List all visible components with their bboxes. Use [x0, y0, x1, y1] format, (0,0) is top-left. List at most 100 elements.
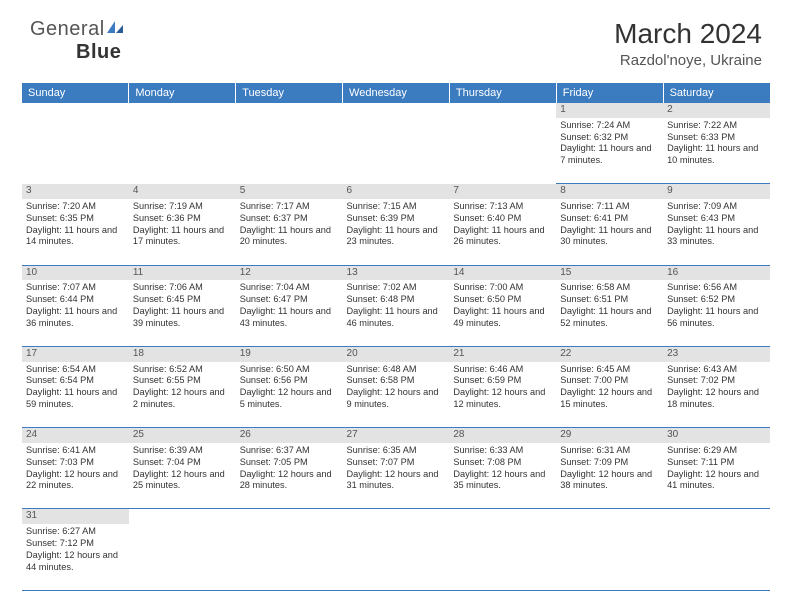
day-number-cell — [449, 103, 556, 118]
day-cell: Sunrise: 6:43 AMSunset: 7:02 PMDaylight:… — [663, 362, 770, 428]
day-number-cell: 29 — [556, 428, 663, 443]
daylight-line: Daylight: 11 hours and 43 minutes. — [240, 306, 339, 330]
day-number-cell: 9 — [663, 184, 770, 199]
daynum-row: 12 — [22, 103, 770, 118]
daylight-line: Daylight: 12 hours and 22 minutes. — [26, 469, 125, 493]
daylight-line: Daylight: 11 hours and 23 minutes. — [347, 225, 446, 249]
day-cell: Sunrise: 6:35 AMSunset: 7:07 PMDaylight:… — [343, 443, 450, 509]
header: GeneralBlue March 2024 Razdol'noye, Ukra… — [0, 0, 792, 77]
daylight-line: Daylight: 11 hours and 49 minutes. — [453, 306, 552, 330]
sunset-line: Sunset: 6:54 PM — [26, 375, 125, 387]
day-number-cell: 24 — [22, 428, 129, 443]
sunset-line: Sunset: 6:59 PM — [453, 375, 552, 387]
sunrise-line: Sunrise: 6:39 AM — [133, 445, 232, 457]
day-cell — [129, 118, 236, 184]
sail-icon — [105, 18, 125, 41]
day-number-cell: 28 — [449, 428, 556, 443]
daylight-line: Daylight: 11 hours and 56 minutes. — [667, 306, 766, 330]
day-cell: Sunrise: 7:22 AMSunset: 6:33 PMDaylight:… — [663, 118, 770, 184]
day-cell: Sunrise: 6:52 AMSunset: 6:55 PMDaylight:… — [129, 362, 236, 428]
sunset-line: Sunset: 6:44 PM — [26, 294, 125, 306]
daylight-line: Daylight: 12 hours and 35 minutes. — [453, 469, 552, 493]
logo-word2: Blue — [76, 41, 121, 63]
sunset-line: Sunset: 6:32 PM — [560, 132, 659, 144]
daylight-line: Daylight: 12 hours and 5 minutes. — [240, 387, 339, 411]
sunrise-line: Sunrise: 6:46 AM — [453, 364, 552, 376]
day-cell: Sunrise: 7:24 AMSunset: 6:32 PMDaylight:… — [556, 118, 663, 184]
day-cell: Sunrise: 7:07 AMSunset: 6:44 PMDaylight:… — [22, 280, 129, 346]
sunrise-line: Sunrise: 6:35 AM — [347, 445, 446, 457]
day-cell: Sunrise: 7:02 AMSunset: 6:48 PMDaylight:… — [343, 280, 450, 346]
daynum-row: 10111213141516 — [22, 265, 770, 280]
week-row: Sunrise: 7:24 AMSunset: 6:32 PMDaylight:… — [22, 118, 770, 184]
sunrise-line: Sunrise: 6:58 AM — [560, 282, 659, 294]
sunrise-line: Sunrise: 7:22 AM — [667, 120, 766, 132]
day-cell — [343, 524, 450, 590]
daylight-line: Daylight: 12 hours and 18 minutes. — [667, 387, 766, 411]
sunset-line: Sunset: 6:52 PM — [667, 294, 766, 306]
day-number-cell: 22 — [556, 346, 663, 361]
sunset-line: Sunset: 6:33 PM — [667, 132, 766, 144]
weekday-header: Tuesday — [236, 83, 343, 103]
sunrise-line: Sunrise: 6:50 AM — [240, 364, 339, 376]
sunrise-line: Sunrise: 7:19 AM — [133, 201, 232, 213]
week-row: Sunrise: 6:54 AMSunset: 6:54 PMDaylight:… — [22, 362, 770, 428]
month-title: March 2024 — [614, 18, 762, 50]
day-cell: Sunrise: 6:33 AMSunset: 7:08 PMDaylight:… — [449, 443, 556, 509]
logo-word1: General — [30, 18, 105, 40]
day-number-cell: 30 — [663, 428, 770, 443]
sunrise-line: Sunrise: 7:04 AM — [240, 282, 339, 294]
weekday-header: Friday — [556, 83, 663, 103]
daylight-line: Daylight: 11 hours and 30 minutes. — [560, 225, 659, 249]
sunset-line: Sunset: 6:56 PM — [240, 375, 339, 387]
daylight-line: Daylight: 12 hours and 28 minutes. — [240, 469, 339, 493]
day-cell — [236, 118, 343, 184]
day-cell: Sunrise: 7:11 AMSunset: 6:41 PMDaylight:… — [556, 199, 663, 265]
sunrise-line: Sunrise: 6:52 AM — [133, 364, 232, 376]
sunrise-line: Sunrise: 6:43 AM — [667, 364, 766, 376]
day-cell: Sunrise: 6:39 AMSunset: 7:04 PMDaylight:… — [129, 443, 236, 509]
sunrise-line: Sunrise: 7:20 AM — [26, 201, 125, 213]
day-cell — [556, 524, 663, 590]
day-cell — [449, 118, 556, 184]
daynum-row: 17181920212223 — [22, 346, 770, 361]
calendar-table: SundayMondayTuesdayWednesdayThursdayFrid… — [22, 83, 770, 591]
daylight-line: Daylight: 12 hours and 31 minutes. — [347, 469, 446, 493]
day-number-cell: 8 — [556, 184, 663, 199]
weekday-header: Saturday — [663, 83, 770, 103]
daylight-line: Daylight: 11 hours and 20 minutes. — [240, 225, 339, 249]
day-number-cell — [22, 103, 129, 118]
sunrise-line: Sunrise: 7:06 AM — [133, 282, 232, 294]
sunrise-line: Sunrise: 6:27 AM — [26, 526, 125, 538]
sunrise-line: Sunrise: 6:54 AM — [26, 364, 125, 376]
daylight-line: Daylight: 11 hours and 39 minutes. — [133, 306, 232, 330]
day-number-cell: 2 — [663, 103, 770, 118]
sunset-line: Sunset: 6:41 PM — [560, 213, 659, 225]
day-number-cell: 10 — [22, 265, 129, 280]
day-number-cell: 16 — [663, 265, 770, 280]
sunset-line: Sunset: 7:11 PM — [667, 457, 766, 469]
sunrise-line: Sunrise: 6:33 AM — [453, 445, 552, 457]
day-cell: Sunrise: 6:46 AMSunset: 6:59 PMDaylight:… — [449, 362, 556, 428]
daylight-line: Daylight: 11 hours and 59 minutes. — [26, 387, 125, 411]
sunrise-line: Sunrise: 6:56 AM — [667, 282, 766, 294]
logo: GeneralBlue — [30, 18, 125, 64]
daylight-line: Daylight: 11 hours and 33 minutes. — [667, 225, 766, 249]
sunrise-line: Sunrise: 7:13 AM — [453, 201, 552, 213]
daylight-line: Daylight: 12 hours and 44 minutes. — [26, 550, 125, 574]
daylight-line: Daylight: 12 hours and 9 minutes. — [347, 387, 446, 411]
day-number-cell: 1 — [556, 103, 663, 118]
day-cell: Sunrise: 6:27 AMSunset: 7:12 PMDaylight:… — [22, 524, 129, 590]
sunrise-line: Sunrise: 6:41 AM — [26, 445, 125, 457]
day-cell: Sunrise: 7:20 AMSunset: 6:35 PMDaylight:… — [22, 199, 129, 265]
title-block: March 2024 Razdol'noye, Ukraine — [614, 18, 762, 69]
week-row: Sunrise: 6:27 AMSunset: 7:12 PMDaylight:… — [22, 524, 770, 590]
day-number-cell: 26 — [236, 428, 343, 443]
daylight-line: Daylight: 12 hours and 38 minutes. — [560, 469, 659, 493]
sunset-line: Sunset: 7:09 PM — [560, 457, 659, 469]
sunset-line: Sunset: 6:35 PM — [26, 213, 125, 225]
day-number-cell: 21 — [449, 346, 556, 361]
week-row: Sunrise: 6:41 AMSunset: 7:03 PMDaylight:… — [22, 443, 770, 509]
day-cell: Sunrise: 7:00 AMSunset: 6:50 PMDaylight:… — [449, 280, 556, 346]
day-number-cell: 17 — [22, 346, 129, 361]
